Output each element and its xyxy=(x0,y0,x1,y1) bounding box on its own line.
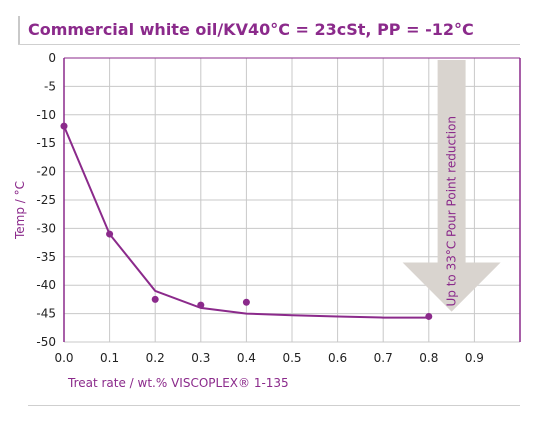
annotation-arrow xyxy=(402,60,501,312)
y-tick-label: -10 xyxy=(36,108,56,122)
y-tick-label: -30 xyxy=(36,221,56,235)
tick-layer: 0 -5 -10 -15 -20 -25 -30 -35 -40 -45 -50 0.0 0.1 0.2 0… xyxy=(36,51,484,365)
data-point xyxy=(197,301,205,309)
x-tick-label: 0.7 xyxy=(374,351,393,365)
y-tick-label: -35 xyxy=(36,250,56,264)
y-tick-label: -50 xyxy=(36,335,56,349)
y-tick-label: -45 xyxy=(36,307,56,321)
y-axis-label: Temp / °C xyxy=(13,181,27,240)
x-tick-label: 0.9 xyxy=(465,351,484,365)
data-point xyxy=(425,312,433,320)
title-accent-bar xyxy=(18,16,20,44)
x-tick-label: 0.4 xyxy=(237,351,256,365)
x-tick-label: 0.6 xyxy=(328,351,347,365)
data-point xyxy=(106,230,114,238)
chart-title: Commercial white oil/KV40°C = 23cSt, PP … xyxy=(28,20,474,39)
y-tick-label: -5 xyxy=(44,79,56,93)
data-point xyxy=(242,298,250,306)
y-tick-label: -25 xyxy=(36,193,56,207)
data-point xyxy=(151,295,159,303)
annotation-text: Up to 33°C Pour Point reduction xyxy=(445,116,459,307)
x-tick-label: 0.0 xyxy=(54,351,73,365)
x-tick-label: 0.1 xyxy=(100,351,119,365)
fit-line xyxy=(63,125,429,319)
y-tick-label: 0 xyxy=(48,51,56,65)
annotation-layer: Up to 33°C Pour Point reduction xyxy=(402,60,501,312)
y-tick-label: -20 xyxy=(36,165,56,179)
x-tick-label: 0.3 xyxy=(191,351,210,365)
title-divider xyxy=(18,44,520,45)
bottom-divider xyxy=(28,405,520,406)
data-point xyxy=(60,122,68,130)
data-layer xyxy=(60,122,433,320)
x-tick-label: 0.2 xyxy=(146,351,165,365)
y-tick-label: -15 xyxy=(36,136,56,150)
x-tick-label: 0.8 xyxy=(419,351,438,365)
y-tick-label: -40 xyxy=(36,278,56,292)
x-tick-label: 0.5 xyxy=(282,351,301,365)
x-axis-label: Treat rate / wt.% VISCOPLEX® 1-135 xyxy=(67,376,289,390)
